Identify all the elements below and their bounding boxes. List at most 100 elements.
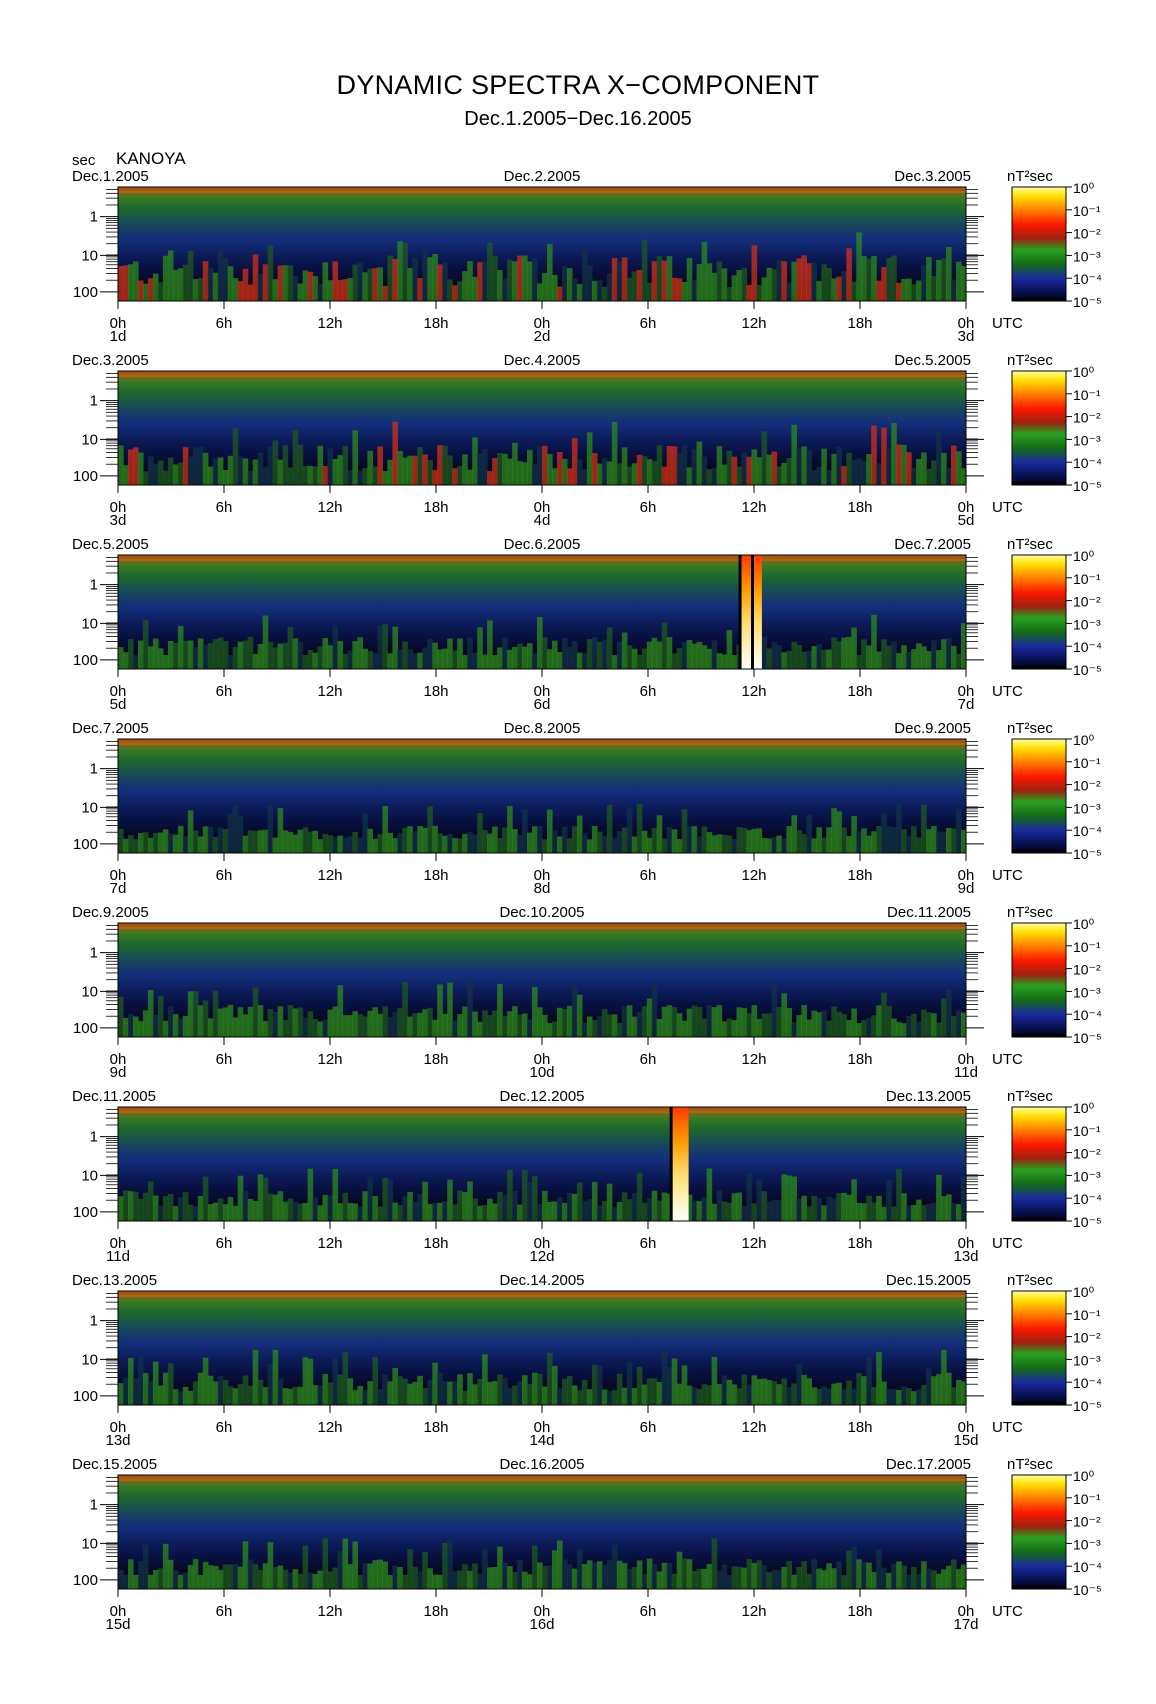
activity-streak bbox=[781, 652, 787, 669]
activity-streak bbox=[956, 1569, 962, 1589]
activity-streak bbox=[886, 448, 892, 485]
activity-streak bbox=[297, 829, 304, 853]
x-tick-label: 18h bbox=[847, 1235, 872, 1252]
activity-streak bbox=[437, 264, 443, 301]
activity-streak bbox=[507, 1566, 513, 1589]
activity-streak bbox=[452, 1204, 458, 1221]
activity-streak bbox=[911, 468, 917, 485]
activity-streak bbox=[517, 1204, 523, 1221]
activity-streak bbox=[312, 830, 319, 853]
activity-streak bbox=[177, 1018, 184, 1037]
activity-streak bbox=[447, 833, 453, 853]
activity-streak bbox=[527, 449, 533, 485]
activity-streak bbox=[222, 257, 229, 301]
activity-streak bbox=[252, 1564, 259, 1589]
activity-streak bbox=[586, 839, 593, 853]
activity-streak bbox=[537, 1373, 543, 1405]
activity-streak bbox=[646, 998, 653, 1037]
activity-streak bbox=[552, 468, 558, 485]
colorbar-tick-label: 10⁻³ bbox=[1073, 1352, 1101, 1368]
activity-streak bbox=[252, 459, 259, 485]
activity-streak bbox=[128, 639, 134, 669]
activity-streak bbox=[656, 1200, 663, 1221]
activity-streak bbox=[846, 1194, 852, 1221]
x-tick-label: 0h bbox=[958, 315, 975, 332]
activity-streak bbox=[532, 826, 538, 853]
activity-streak bbox=[128, 835, 134, 853]
activity-streak bbox=[387, 1574, 393, 1589]
x-tick-label: 0h bbox=[110, 1235, 127, 1252]
activity-streak bbox=[746, 1559, 753, 1589]
activity-streak bbox=[542, 272, 548, 301]
activity-streak bbox=[701, 241, 708, 301]
activity-streak bbox=[197, 836, 204, 853]
activity-streak bbox=[492, 826, 498, 853]
activity-streak bbox=[157, 1385, 164, 1405]
activity-streak bbox=[606, 1391, 613, 1405]
activity-streak bbox=[936, 431, 942, 485]
day-label: 7d bbox=[958, 696, 975, 713]
activity-streak bbox=[247, 284, 254, 301]
x-tick-label: 6h bbox=[216, 499, 233, 516]
activity-streak bbox=[821, 1386, 827, 1405]
activity-streak bbox=[871, 1571, 877, 1589]
activity-streak bbox=[287, 265, 294, 301]
activity-streak bbox=[167, 1559, 174, 1589]
activity-streak bbox=[596, 1365, 603, 1405]
activity-streak bbox=[616, 261, 623, 301]
activity-streak bbox=[402, 641, 408, 669]
activity-streak bbox=[851, 459, 857, 485]
activity-streak bbox=[936, 650, 942, 669]
activity-streak bbox=[911, 1391, 917, 1405]
activity-streak bbox=[906, 452, 912, 485]
activity-streak bbox=[177, 825, 184, 853]
activity-streak bbox=[651, 461, 658, 485]
activity-streak bbox=[906, 1015, 912, 1037]
activity-streak bbox=[811, 1195, 817, 1221]
activity-streak bbox=[357, 1014, 363, 1037]
activity-streak bbox=[961, 1012, 967, 1037]
colorbar-scale bbox=[1011, 738, 1067, 854]
activity-streak bbox=[586, 1199, 593, 1221]
activity-streak bbox=[761, 1378, 768, 1405]
activity-streak bbox=[417, 446, 423, 485]
activity-streak bbox=[651, 1190, 658, 1221]
x-tick-label: 0h bbox=[958, 1051, 975, 1068]
activity-streak bbox=[118, 1383, 124, 1405]
activity-streak bbox=[332, 1567, 339, 1589]
x-tick-label: 0h bbox=[110, 867, 127, 884]
activity-streak bbox=[337, 1203, 344, 1221]
panel-date-left: Dec.9.2005 bbox=[72, 904, 149, 921]
activity-streak bbox=[896, 1561, 902, 1589]
activity-streak bbox=[886, 645, 892, 669]
activity-streak bbox=[786, 1175, 792, 1221]
activity-streak bbox=[806, 450, 812, 485]
activity-streak bbox=[921, 1205, 927, 1221]
activity-streak bbox=[686, 640, 693, 669]
activity-streak bbox=[851, 1008, 857, 1037]
activity-streak bbox=[262, 615, 269, 669]
y-tick-label: 10 bbox=[81, 799, 98, 816]
activity-streak bbox=[242, 268, 249, 301]
activity-streak bbox=[537, 1562, 543, 1589]
activity-streak bbox=[262, 1387, 269, 1405]
spectrogram-band bbox=[118, 1111, 966, 1113]
activity-streak bbox=[576, 815, 583, 853]
activity-streak bbox=[157, 832, 164, 853]
activity-streak bbox=[886, 258, 892, 301]
activity-streak bbox=[886, 1572, 892, 1589]
activity-streak bbox=[207, 826, 214, 853]
activity-streak bbox=[417, 1194, 423, 1221]
activity-streak bbox=[771, 984, 778, 1037]
colorbar-tick-label: 10⁻⁵ bbox=[1073, 294, 1102, 310]
colorbar-unit-label: nT²sec bbox=[1007, 536, 1053, 553]
activity-streak bbox=[671, 653, 678, 669]
activity-streak bbox=[916, 837, 922, 853]
activity-streak bbox=[566, 838, 573, 853]
activity-streak bbox=[726, 1379, 733, 1405]
activity-streak bbox=[906, 1574, 912, 1589]
activity-streak bbox=[671, 1573, 678, 1589]
activity-streak bbox=[227, 813, 234, 853]
activity-streak bbox=[562, 1559, 568, 1589]
